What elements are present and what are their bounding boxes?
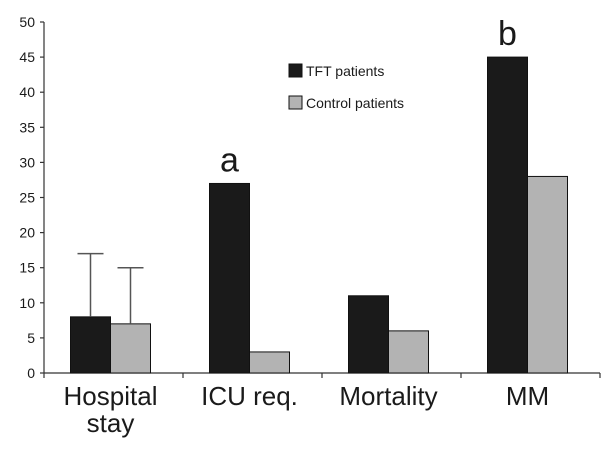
category-label: ICU req. — [201, 381, 298, 411]
annotation-label: b — [498, 15, 517, 53]
legend: TFT patients Control patients — [288, 63, 404, 111]
category-label: MM — [506, 381, 549, 411]
error-bars — [77, 252, 144, 324]
bar-tft — [487, 56, 528, 374]
y-tick-label: 40 — [19, 84, 35, 100]
category-label-line: Hospital — [64, 381, 158, 411]
category-labels: Hospital stay ICU req. Mortality MM — [64, 381, 550, 438]
category-label-line: Mortality — [339, 381, 437, 411]
category-label-line: stay — [87, 408, 135, 438]
bar-tft — [70, 316, 111, 374]
bar-tft — [348, 295, 389, 374]
y-tick-label: 20 — [19, 225, 35, 241]
bar-control — [249, 351, 290, 374]
y-tick-label: 10 — [19, 295, 35, 311]
y-tick-label: 50 — [19, 14, 35, 30]
y-tick-label: 35 — [19, 119, 35, 135]
y-tick-label: 15 — [19, 260, 35, 276]
y-tick-label: 5 — [27, 330, 35, 346]
bars — [70, 56, 568, 374]
category-label-line: MM — [506, 381, 549, 411]
y-tick-label: 30 — [19, 154, 35, 170]
category-label: Mortality — [339, 381, 437, 411]
legend-label: Control patients — [306, 95, 404, 111]
y-tick-label: 25 — [19, 190, 35, 206]
bar-control — [527, 175, 568, 374]
bar-tft — [209, 182, 250, 374]
bar-control — [110, 323, 151, 374]
y-tick-label: 0 — [27, 365, 35, 381]
y-tick-label: 45 — [19, 49, 35, 65]
bar-control — [388, 330, 429, 374]
annotation-label: a — [220, 141, 239, 179]
legend-label: TFT patients — [306, 63, 384, 79]
annotations: ab — [220, 15, 517, 179]
category-label-line: ICU req. — [201, 381, 298, 411]
legend-swatch-tft — [288, 63, 303, 78]
category-label: Hospital stay — [64, 381, 158, 438]
legend-swatch-control — [288, 95, 303, 110]
